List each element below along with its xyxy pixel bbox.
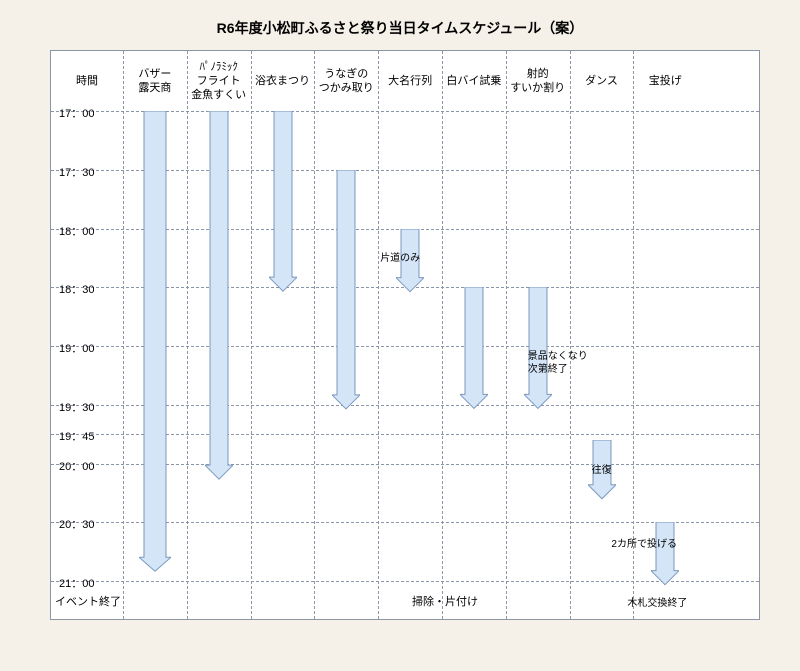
col-divider (442, 51, 443, 619)
time-col-header: 時間 (51, 51, 123, 111)
col-divider (187, 51, 188, 619)
time-label: 20：00 (59, 458, 94, 474)
chart-note: 木札交換終了 (627, 597, 687, 610)
time-label: 19：45 (59, 428, 94, 444)
chart-note: 景品なくなり 次第終了 (528, 350, 588, 376)
event-col-header: うなぎの つかみ取り (314, 51, 378, 111)
time-label: 18：00 (59, 223, 94, 239)
time-label: 19：00 (59, 340, 94, 356)
col-divider (314, 51, 315, 619)
event-col-header: 浴衣まつり (251, 51, 315, 111)
col-divider (378, 51, 379, 619)
schedule-chart: 時間バザー 露天商ﾊﾟﾉﾗﾐｯｸ フライト 金魚すくい浴衣まつりうなぎの つかみ… (50, 50, 760, 620)
chart-note: 2カ所で投げる (611, 538, 677, 551)
schedule-arrow (205, 111, 233, 481)
footer-left: イベント終了 (55, 593, 121, 609)
schedule-arrow (460, 287, 488, 410)
time-label: 19：30 (59, 399, 94, 415)
col-divider (251, 51, 252, 619)
schedule-arrow (139, 111, 171, 573)
schedule-arrow (332, 170, 360, 411)
event-col-header: ﾊﾟﾉﾗﾐｯｸ フライト 金魚すくい (187, 51, 251, 111)
page-title: R6年度小松町ふるさと祭り当日タイムスケジュール（案） (0, 0, 800, 38)
event-col-header: 大名行列 (378, 51, 442, 111)
col-divider (633, 51, 634, 619)
schedule-arrow (269, 111, 297, 293)
event-col-header: 宝投げ (633, 51, 697, 111)
event-col-header: 射的 すいか割り (506, 51, 570, 111)
chart-note: 片道のみ (380, 252, 420, 265)
event-col-header: ダンス (570, 51, 634, 111)
footer-center: 掃除・片付け (412, 593, 478, 609)
time-label: 18：30 (59, 281, 94, 297)
col-divider (123, 51, 124, 619)
schedule-arrow (651, 522, 679, 587)
time-label: 20：30 (59, 516, 94, 532)
time-label: 17：30 (59, 164, 94, 180)
chart-note: 往復 (592, 464, 612, 477)
time-label: 21：00 (59, 575, 94, 591)
time-label: 17：00 (59, 105, 94, 121)
col-divider (506, 51, 507, 619)
col-divider (570, 51, 571, 619)
event-col-header: バザー 露天商 (123, 51, 187, 111)
event-col-header: 白バイ試乗 (442, 51, 506, 111)
